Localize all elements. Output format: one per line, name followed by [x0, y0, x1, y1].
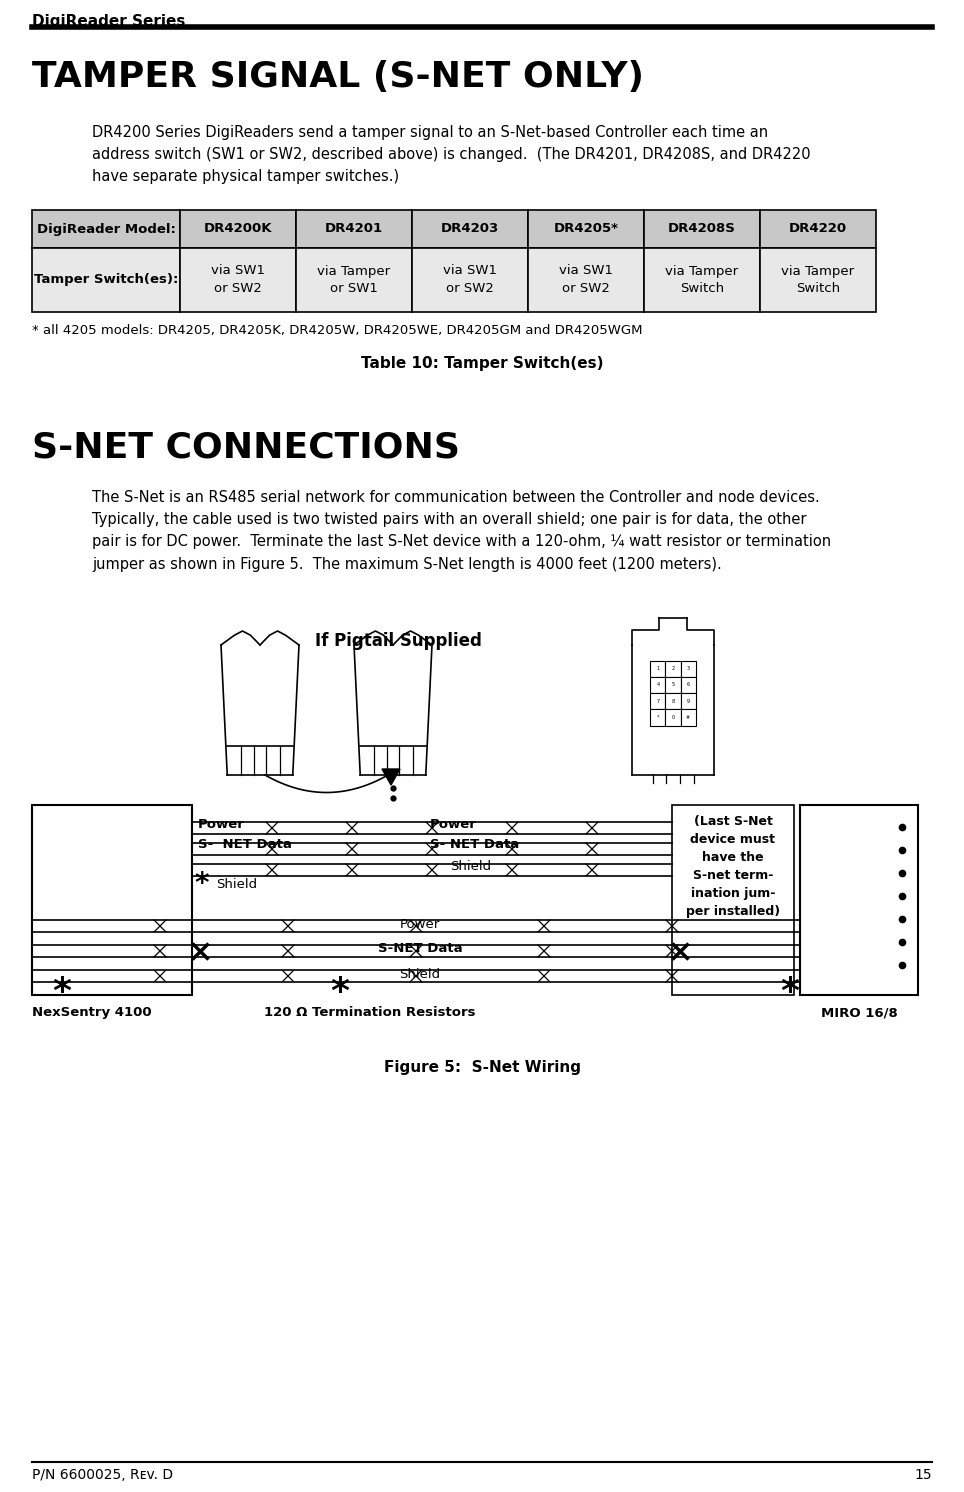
Bar [665, 661, 681, 677]
Text: P/N 6600025, Rᴇv. D: P/N 6600025, Rᴇv. D [32, 1468, 174, 1482]
Text: 0: 0 [672, 715, 675, 721]
Bar [665, 709, 681, 725]
Text: If Pigtail Supplied: If Pigtail Supplied [314, 633, 481, 651]
Text: (Last S-Net
device must
have the
S-net term-
ination jum-
per installed): (Last S-Net device must have the S-net t… [686, 815, 780, 918]
Text: MIRO 16/8: MIRO 16/8 [820, 1006, 897, 1019]
Text: *: * [330, 974, 349, 1009]
Bar [644, 248, 760, 312]
Bar [760, 210, 876, 248]
Text: DR4203: DR4203 [441, 222, 499, 236]
Text: DR4220: DR4220 [789, 222, 847, 236]
Bar [651, 677, 665, 694]
Bar [644, 210, 760, 248]
Bar [32, 806, 192, 995]
Bar [672, 806, 794, 995]
Bar [528, 248, 644, 312]
Text: 2: 2 [672, 667, 675, 671]
Text: via SW1
or SW2: via SW1 or SW2 [559, 264, 613, 295]
Text: DigiReader Series: DigiReader Series [32, 13, 185, 28]
Bar [651, 709, 665, 725]
Bar [180, 248, 296, 312]
Text: Power: Power [400, 918, 441, 931]
Text: NexSentry 4100: NexSentry 4100 [32, 1006, 151, 1019]
Text: DR4200K: DR4200K [203, 222, 272, 236]
Text: Table 10: Tamper Switch(es): Table 10: Tamper Switch(es) [361, 357, 603, 372]
Text: *: * [656, 715, 659, 721]
Bar [681, 661, 696, 677]
Bar [296, 210, 412, 248]
Text: S- NET Data: S- NET Data [430, 839, 520, 852]
Bar [412, 248, 528, 312]
Text: *: * [780, 974, 799, 1009]
Text: Power: Power [198, 818, 245, 831]
Text: via SW1
or SW2: via SW1 or SW2 [443, 264, 497, 295]
Bar [296, 248, 412, 312]
Bar [800, 806, 918, 995]
Text: Shield: Shield [399, 967, 441, 980]
Text: DigiReader Model:: DigiReader Model: [37, 222, 175, 236]
Text: 6: 6 [686, 682, 689, 688]
Bar [412, 210, 528, 248]
Text: Shield: Shield [450, 859, 491, 873]
Text: The S-Net is an RS485 serial network for communication between the Controller an: The S-Net is an RS485 serial network for… [92, 489, 831, 571]
Text: via Tamper
or SW1: via Tamper or SW1 [317, 264, 390, 295]
Text: TAMPER SIGNAL (S-NET ONLY): TAMPER SIGNAL (S-NET ONLY) [32, 60, 644, 94]
Text: #: # [686, 715, 690, 721]
Bar [32, 210, 180, 248]
Bar [651, 694, 665, 709]
Text: S-NET Data: S-NET Data [378, 943, 463, 955]
Text: via Tamper
Switch: via Tamper Switch [665, 264, 738, 295]
Text: Tamper Switch(es):: Tamper Switch(es): [34, 273, 178, 286]
Text: 9: 9 [686, 698, 689, 704]
Bar [651, 661, 665, 677]
Text: *: * [194, 870, 208, 898]
Text: 4: 4 [656, 682, 659, 688]
Bar [180, 210, 296, 248]
Text: 5: 5 [672, 682, 675, 688]
Text: Figure 5:  S-Net Wiring: Figure 5: S-Net Wiring [384, 1059, 580, 1076]
Bar [681, 709, 696, 725]
Bar [665, 677, 681, 694]
Text: 120 Ω Termination Resistors: 120 Ω Termination Resistors [264, 1006, 476, 1019]
Text: S-NET CONNECTIONS: S-NET CONNECTIONS [32, 430, 460, 464]
Bar [528, 210, 644, 248]
Text: 7: 7 [656, 698, 659, 704]
Text: DR4201: DR4201 [325, 222, 383, 236]
Text: via SW1
or SW2: via SW1 or SW2 [211, 264, 265, 295]
Text: 15: 15 [915, 1468, 932, 1482]
Text: 8: 8 [672, 698, 675, 704]
Text: S-  NET Data: S- NET Data [198, 839, 292, 852]
Bar [760, 248, 876, 312]
Polygon shape [382, 768, 400, 785]
Text: Power: Power [430, 818, 477, 831]
Bar [32, 248, 180, 312]
Text: 3: 3 [686, 667, 689, 671]
Text: Shield: Shield [216, 877, 257, 891]
Bar [681, 694, 696, 709]
Text: DR4200 Series DigiReaders send a tamper signal to an S-Net-based Controller each: DR4200 Series DigiReaders send a tamper … [92, 125, 811, 185]
Bar [681, 677, 696, 694]
Bar [665, 694, 681, 709]
Text: DR4205*: DR4205* [553, 222, 619, 236]
Text: * all 4205 models: DR4205, DR4205K, DR4205W, DR4205WE, DR4205GM and DR4205WGM: * all 4205 models: DR4205, DR4205K, DR42… [32, 324, 642, 337]
Text: 1: 1 [656, 667, 659, 671]
Text: via Tamper
Switch: via Tamper Switch [782, 264, 854, 295]
Text: DR4208S: DR4208S [668, 222, 736, 236]
Text: *: * [52, 974, 71, 1009]
